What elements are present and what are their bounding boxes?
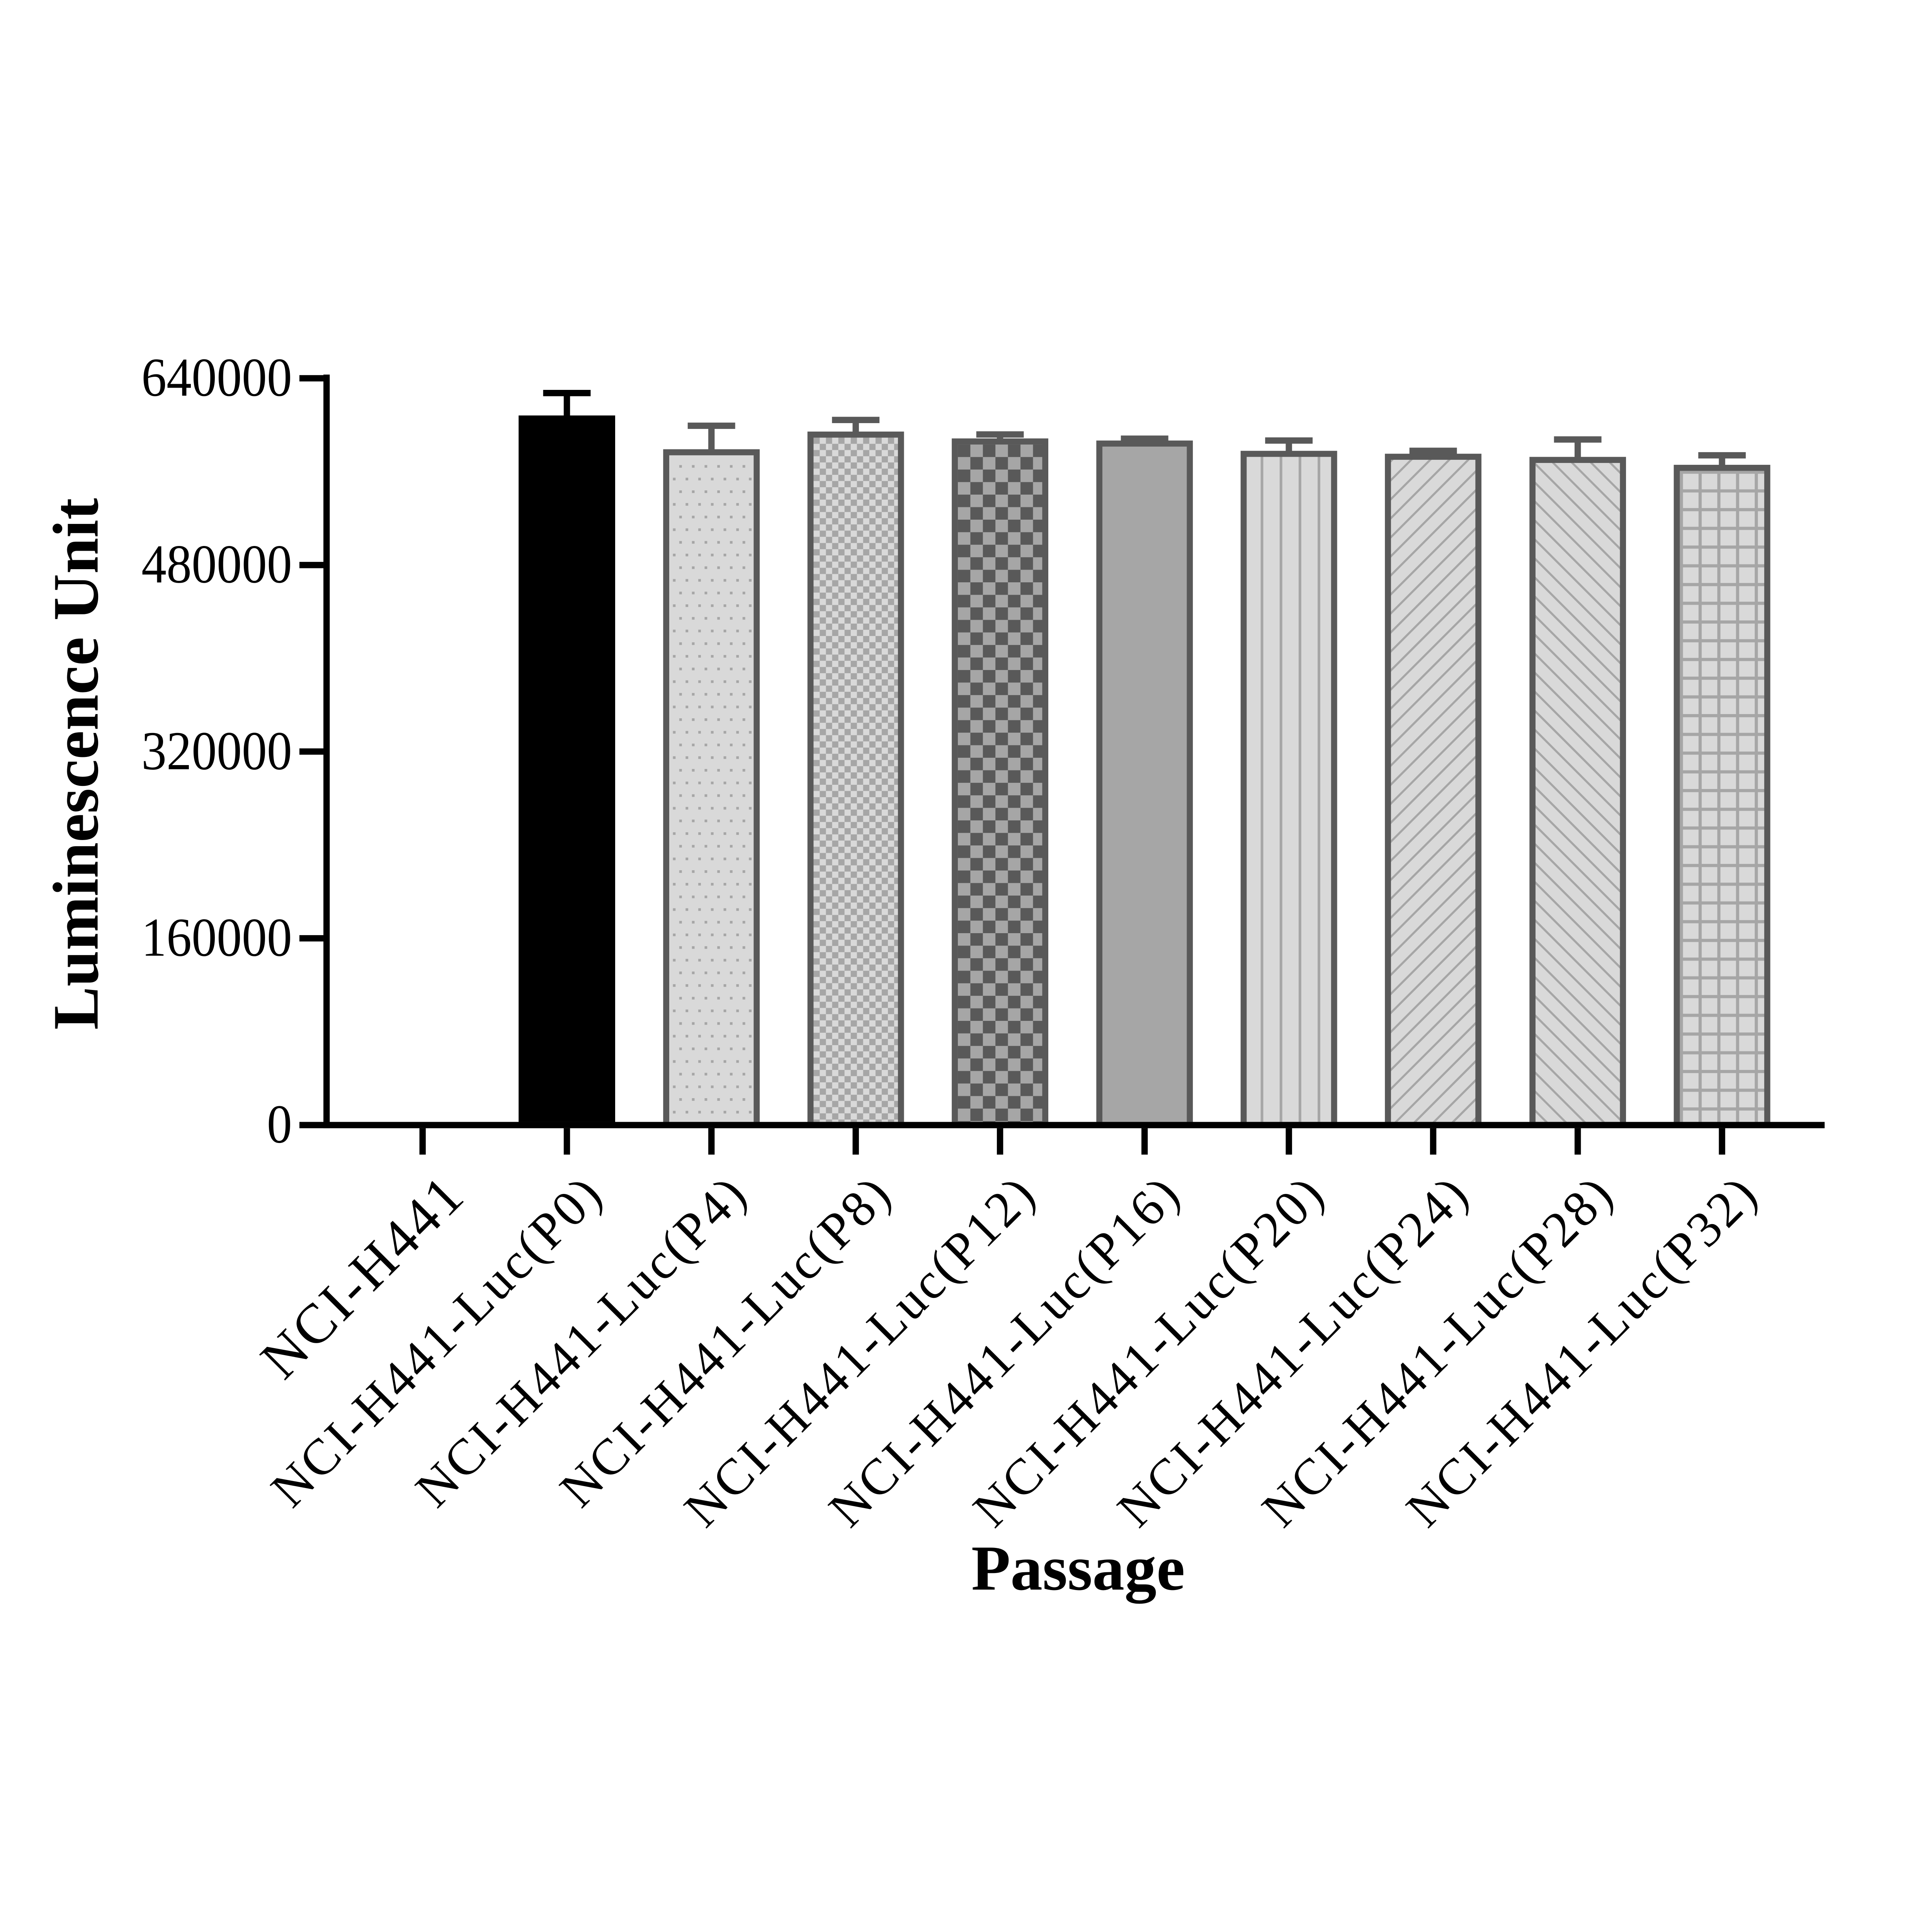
svg-text:160000: 160000 — [141, 907, 292, 968]
svg-text:0: 0 — [267, 1094, 292, 1155]
svg-text:640000: 640000 — [141, 347, 292, 408]
svg-text:320000: 320000 — [141, 721, 292, 782]
svg-text:480000: 480000 — [141, 534, 292, 595]
svg-text:Luminescence Unit: Luminescence Unit — [40, 498, 112, 1030]
svg-text:Passage: Passage — [971, 1532, 1185, 1604]
